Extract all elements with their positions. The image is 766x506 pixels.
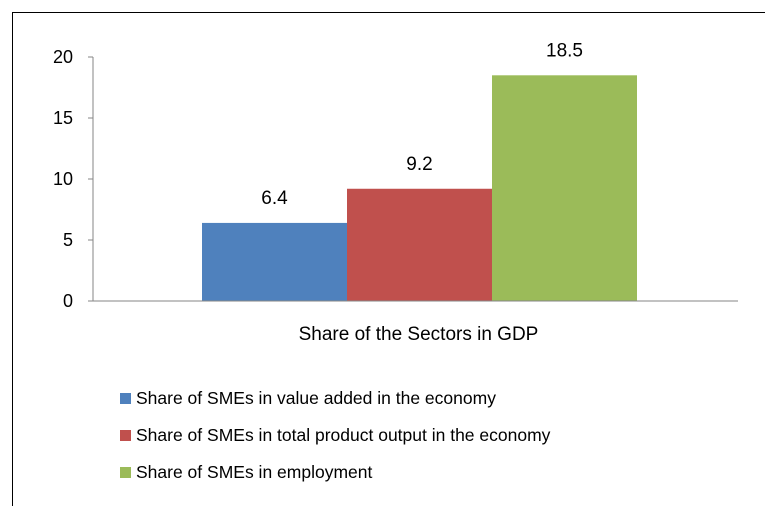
legend-swatch-employment (120, 467, 131, 478)
legend-label-product-output: Share of SMEs in total product output in… (136, 425, 551, 445)
y-tick-label: 10 (53, 169, 73, 189)
y-axis: 0 5 10 15 20 (53, 47, 94, 311)
bar-product-output (347, 188, 492, 301)
legend-item-employment: Share of SMEs in employment (120, 454, 550, 491)
legend-label-value-added: Share of SMEs in value added in the econ… (136, 388, 496, 408)
legend-swatch-value-added (120, 393, 131, 404)
category-label: Share of the Sectors in GDP (299, 324, 539, 345)
bar-employment (492, 75, 637, 301)
bar-value-added (202, 222, 347, 301)
data-label-product-output: 9.2 (406, 154, 432, 175)
data-labels: 6.4 9.2 18.5 (261, 40, 583, 209)
legend-label-employment: Share of SMEs in employment (136, 462, 373, 482)
bars (202, 75, 637, 301)
legend-item-value-added: Share of SMEs in value added in the econ… (120, 380, 550, 417)
legend-item-product-output: Share of SMEs in total product output in… (120, 417, 550, 454)
legend-swatch-product-output (120, 430, 131, 441)
y-tick-label: 20 (53, 47, 73, 67)
y-tick-label: 0 (63, 291, 73, 311)
y-tick-label: 15 (53, 108, 73, 128)
legend: Share of SMEs in value added in the econ… (120, 380, 550, 491)
y-tick-label: 5 (63, 230, 73, 250)
chart-frame (12, 12, 765, 506)
data-label-employment: 18.5 (546, 40, 583, 61)
data-label-value-added: 6.4 (261, 188, 288, 209)
